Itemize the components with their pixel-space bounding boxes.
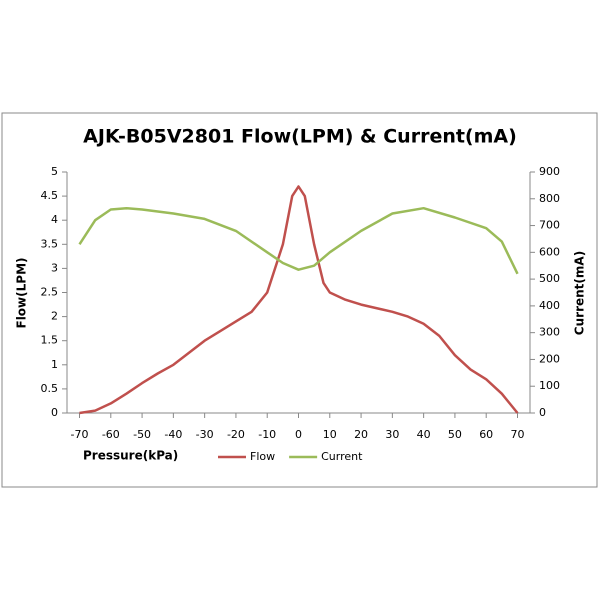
y2-tick-label: 800 — [539, 192, 560, 205]
y2-tick-label: 900 — [539, 165, 560, 178]
y-tick-label: 3 — [51, 261, 58, 274]
x-tick-label: 0 — [295, 428, 302, 441]
chart-title: AJK-B05V2801 Flow(LPM) & Current(mA) — [83, 126, 517, 148]
y-tick-label: 5 — [51, 165, 58, 178]
x-tick-label: 60 — [479, 428, 493, 441]
x-tick-label: 70 — [510, 428, 524, 441]
x-tick-label: 10 — [323, 428, 337, 441]
y2-axis-title: Current(mA) — [573, 251, 587, 335]
y-tick-label: 4 — [51, 213, 58, 226]
y-tick-label: 1 — [51, 358, 58, 371]
x-axis-title: Pressure(kPa) — [83, 449, 178, 463]
y2-tick-label: 100 — [539, 379, 560, 392]
x-tick-label: 50 — [448, 428, 462, 441]
x-tick-label: -40 — [164, 428, 182, 441]
x-tick-label: 40 — [417, 428, 431, 441]
x-tick-label: -60 — [102, 428, 120, 441]
y-axis-title: Flow(LPM) — [15, 258, 29, 329]
y2-tick-label: 600 — [539, 245, 560, 258]
y-tick-label: 4.5 — [41, 189, 59, 202]
y-tick-label: 2 — [51, 310, 58, 323]
x-tick-label: 20 — [354, 428, 368, 441]
y-tick-label: 3.5 — [41, 237, 59, 250]
x-tick-label: 30 — [385, 428, 399, 441]
y2-tick-label: 700 — [539, 219, 560, 232]
y-tick-label: 0.5 — [41, 382, 59, 395]
y-tick-label: 2.5 — [41, 286, 59, 299]
y2-tick-label: 300 — [539, 326, 560, 339]
chart-frame — [1, 112, 598, 488]
legend-label: Flow — [250, 450, 275, 463]
x-tick-label: -70 — [71, 428, 89, 441]
y2-tick-label: 400 — [539, 299, 560, 312]
x-tick-label: -30 — [196, 428, 214, 441]
x-tick-label: -10 — [258, 428, 276, 441]
series-line — [78, 206, 519, 275]
y2-tick-label: 0 — [539, 406, 546, 419]
y2-tick-label: 200 — [539, 352, 560, 365]
y-tick-label: 0 — [51, 406, 58, 419]
y2-tick-label: 500 — [539, 272, 560, 285]
legend-label: Current — [321, 450, 363, 463]
x-tick-label: -50 — [133, 428, 151, 441]
x-tick-label: -20 — [227, 428, 245, 441]
y-tick-label: 1.5 — [41, 334, 59, 347]
series-line — [79, 185, 519, 415]
